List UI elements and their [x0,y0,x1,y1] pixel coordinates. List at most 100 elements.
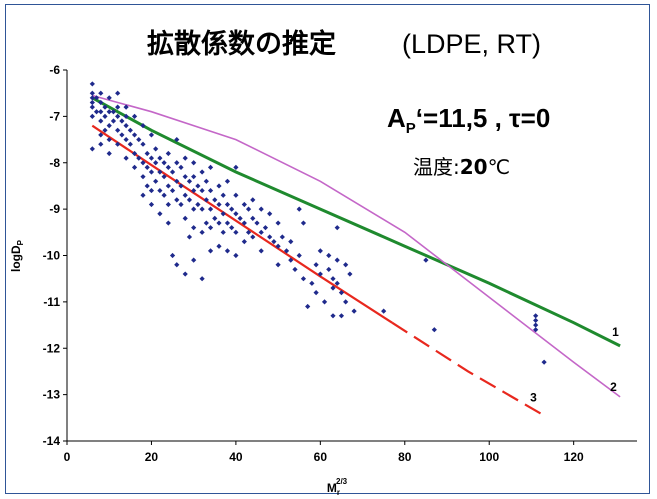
data-point [115,90,121,96]
data-point [191,257,197,263]
data-point [338,290,345,296]
data-point [89,95,95,101]
data-point [296,252,302,259]
data-point [199,229,205,235]
data-point [317,248,323,254]
data-point [233,229,239,235]
data-point [317,271,323,277]
data-point [119,132,125,138]
data-point [229,206,235,212]
data-point [174,197,180,203]
data-point [161,160,167,166]
data-point [212,197,218,203]
data-point [186,197,193,203]
data-point [169,187,176,194]
data-point [250,215,256,221]
data-point [224,178,231,184]
data-point [431,327,437,333]
x-tick-label: 80 [398,450,412,464]
axes: -6-7-8-9-10-11-12-13-140 20 40 60 80 100 120 [43,63,637,464]
data-point [292,266,298,273]
curve-label-3: 3 [530,390,537,404]
data-point [174,178,180,184]
data-point [330,313,336,319]
data-point [203,178,209,184]
data-point [207,206,214,212]
data-point [148,132,155,138]
data-point [131,164,138,170]
y-tick-label: -10 [43,249,61,263]
data-point [195,183,201,189]
curve-labels: 1 2 3 [530,325,619,405]
data-point [245,206,252,212]
data-point [157,187,163,194]
data-point [330,285,336,291]
y-tick-label: -13 [43,388,61,402]
data-point [182,215,188,221]
data-point [233,211,239,217]
data-point [144,183,150,189]
data-point [89,99,95,106]
data-point [115,113,121,119]
data-point [136,155,142,161]
data-point [115,127,121,133]
data-point [178,164,184,170]
data-point [191,225,197,231]
y-axis-label-sub: P [16,239,25,245]
data-point [533,313,539,319]
data-point [182,192,188,198]
data-point [131,113,138,119]
data-point [106,109,112,115]
data-point [224,220,231,226]
curve-3-solid [91,124,393,324]
data-point [258,248,264,254]
y-axis-label: logDP [9,239,25,272]
data-point [381,308,387,314]
temp-unit: ℃ [488,155,510,179]
data-point [237,215,243,221]
data-point [165,183,171,189]
data-point [115,141,121,147]
data-point [313,290,319,296]
data-point [275,243,281,249]
data-point [296,206,302,212]
data-point [148,187,155,194]
data-point [216,220,222,226]
data-point [106,150,112,157]
params-p-subscript: P [406,120,416,137]
data-point [267,211,273,217]
data-point [220,229,226,235]
data-point [283,248,290,254]
data-point [153,178,159,184]
data-point [191,187,197,194]
curve-3-dashed [391,321,545,417]
data-point [288,238,294,245]
data-point [334,280,340,286]
data-point [115,104,121,110]
data-point [174,160,180,166]
data-point [178,201,184,208]
data-point [191,206,197,212]
data-point [541,359,547,365]
data-point [161,192,167,198]
data-point [153,146,159,152]
data-point [148,155,155,161]
data-point [93,95,100,101]
data-point [199,276,205,282]
data-point [140,123,146,129]
data-point [165,201,171,208]
params-a: A [387,103,406,133]
temperature-annotation: 温度:20℃ [413,155,510,179]
temp-value: 20 [460,155,488,179]
data-point [89,113,95,119]
data-point [89,90,95,96]
data-point [123,123,129,129]
data-point [233,164,239,170]
data-point [233,252,239,259]
data-point [186,234,193,240]
data-point [271,238,277,245]
data-point [220,211,226,217]
data-point [343,299,349,305]
data-point [207,225,214,231]
